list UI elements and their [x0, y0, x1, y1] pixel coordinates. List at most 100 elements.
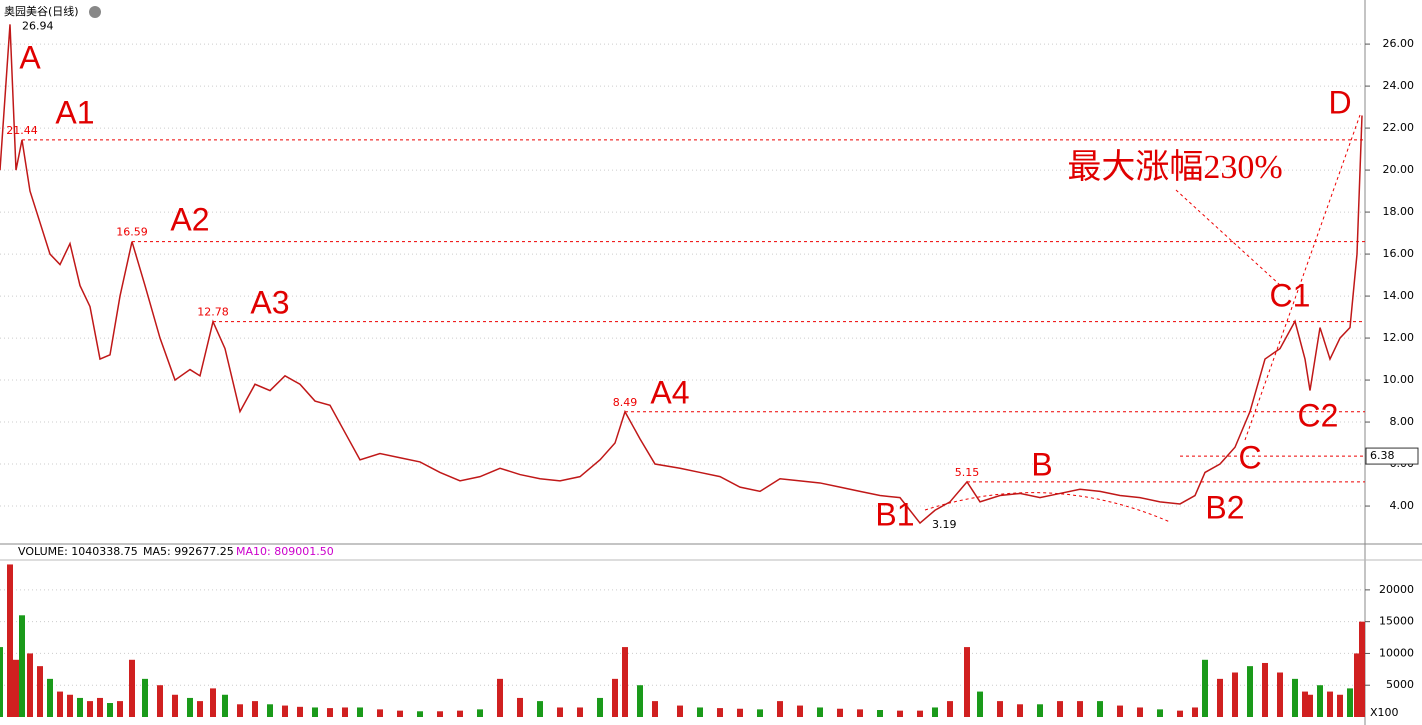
volume-bar [1157, 709, 1163, 717]
volume-bar [1232, 672, 1238, 717]
volume-bar [1057, 701, 1063, 717]
y-tick-label: 10000 [1379, 646, 1414, 659]
volume-bar [187, 697, 193, 717]
volume-bar [1117, 705, 1123, 717]
volume-bar [1077, 701, 1083, 717]
volume-bar [97, 697, 103, 717]
volume-bar [87, 701, 93, 717]
annotation: A [19, 39, 41, 75]
level-label: 21.44 [6, 124, 38, 137]
volume-bar [222, 694, 228, 717]
volume-bar [377, 709, 383, 717]
volume-bar [357, 707, 363, 717]
menu-icon[interactable] [89, 6, 101, 18]
annotation: C1 [1270, 277, 1311, 313]
y-tick-label: 22.00 [1383, 121, 1415, 134]
volume-bar [27, 653, 33, 717]
volume-bar [837, 708, 843, 717]
volume-bar [282, 705, 288, 717]
volume-bar [1192, 707, 1198, 717]
price-line [0, 24, 1363, 525]
volume-bar [237, 704, 243, 717]
volume-bar [1202, 659, 1208, 717]
y-tick-label: 15000 [1379, 615, 1414, 628]
volume-bar [777, 701, 783, 717]
volume-bar [1359, 621, 1365, 717]
y-tick-label: 14.00 [1383, 289, 1415, 302]
annotation-arc [924, 492, 1171, 523]
y-tick-label: 20.00 [1383, 163, 1415, 176]
volume-bar [327, 708, 333, 717]
volume-bar [857, 709, 863, 717]
volume-bar [477, 709, 483, 717]
annotation: B [1031, 446, 1052, 482]
volume-bar [417, 711, 423, 717]
volume-bar [517, 697, 523, 717]
high-label: 26.94 [22, 19, 54, 32]
low-label: 3.19 [932, 518, 957, 531]
volume-bar [597, 697, 603, 717]
annotation: A2 [170, 201, 209, 237]
volume-bar [19, 615, 25, 717]
volume-bar [297, 706, 303, 717]
volume-bar [877, 710, 883, 717]
volume-bar [77, 697, 83, 717]
volume-legend: MA5: 992677.25 [143, 545, 234, 558]
volume-bar [797, 705, 803, 717]
volume-bar [0, 647, 3, 717]
volume-bar [67, 694, 73, 717]
annotation: D [1328, 84, 1351, 120]
y-tick-label: 8.00 [1390, 415, 1415, 428]
volume-bar [1137, 707, 1143, 717]
annotation: A1 [55, 94, 94, 130]
volume-legend: VOLUME: 1040338.75 [18, 545, 138, 558]
volume-bar [312, 707, 318, 717]
volume-bar [997, 701, 1003, 717]
volume-bar [1354, 653, 1360, 717]
volume-legend: MA10: 809001.50 [236, 545, 334, 558]
volume-bar [197, 701, 203, 717]
volume-bar [977, 691, 983, 717]
volume-bar [129, 659, 135, 717]
y-tick-label: 5000 [1386, 678, 1414, 691]
volume-bar [1037, 704, 1043, 717]
y-tick-label: 4.00 [1390, 499, 1415, 512]
annotation: C2 [1298, 397, 1339, 433]
last-price-label: 6.38 [1370, 449, 1395, 462]
volume-bar [737, 708, 743, 717]
volume-bar [947, 701, 953, 717]
volume-bar [757, 709, 763, 717]
volume-bar [637, 685, 643, 717]
level-label: 5.15 [955, 466, 980, 479]
volume-bar [932, 707, 938, 717]
unit-label: X100 [1370, 706, 1399, 719]
volume-bar [342, 707, 348, 717]
volume-bar [1017, 704, 1023, 717]
volume-bar [537, 701, 543, 717]
volume-bar [1262, 662, 1268, 717]
volume-bar [1347, 688, 1353, 717]
annotation: 最大涨幅230% [1067, 148, 1282, 186]
annotation: A4 [650, 374, 689, 410]
volume-bar [57, 691, 63, 717]
volume-bar [267, 704, 273, 717]
volume-bar [1292, 678, 1298, 717]
volume-bar [964, 647, 970, 717]
volume-bar [577, 707, 583, 717]
volume-bar [210, 688, 216, 717]
level-label: 8.49 [613, 396, 638, 409]
y-tick-label: 12.00 [1383, 331, 1415, 344]
annotation: A3 [250, 284, 289, 320]
volume-bar [1217, 678, 1223, 717]
volume-bar [13, 659, 19, 717]
volume-bar [677, 705, 683, 717]
volume-bar [172, 694, 178, 717]
volume-bar [437, 711, 443, 717]
annotation: B2 [1205, 489, 1244, 525]
volume-bar [1247, 666, 1253, 717]
level-label: 16.59 [116, 226, 148, 239]
volume-bar [497, 678, 503, 717]
annotation: B1 [875, 496, 914, 532]
